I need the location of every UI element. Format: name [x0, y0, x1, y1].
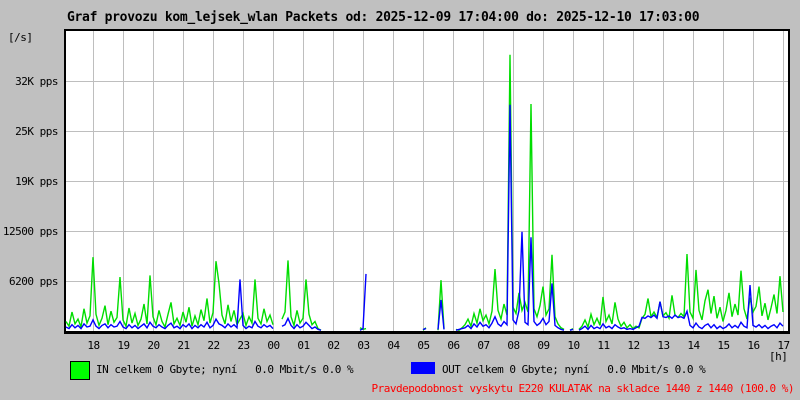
x-axis-unit-label: [h] — [769, 350, 788, 363]
y-axis-tick — [56, 131, 64, 132]
x-axis-label-14: 14 — [687, 339, 700, 352]
x-axis-label-18: 18 — [87, 339, 100, 352]
y-axis-tick — [56, 181, 64, 182]
y-axis-tick — [56, 281, 64, 282]
x-axis-label-10: 10 — [567, 339, 580, 352]
x-axis-label-15: 15 — [717, 339, 730, 352]
x-axis-label-00: 00 — [267, 339, 280, 352]
x-axis-label-01: 01 — [297, 339, 310, 352]
y-axis-label-19K-pps: 19K pps — [15, 174, 58, 188]
x-axis-label-22: 22 — [207, 339, 220, 352]
y-axis-tick — [56, 231, 64, 232]
legend-in-swatch — [70, 361, 90, 380]
x-axis-label-06: 06 — [447, 339, 460, 352]
legend-out-swatch — [411, 362, 435, 374]
traffic-chart-canvas — [65, 31, 788, 331]
x-axis-label-02: 02 — [327, 339, 340, 352]
x-axis-label-12: 12 — [627, 339, 640, 352]
x-axis-label-17: 17 — [777, 339, 790, 352]
legend-out-label: OUT celkem 0 Gbyte; nyní 0.0 Mbit/s 0.0 … — [442, 363, 706, 376]
x-axis-label-08: 08 — [507, 339, 520, 352]
x-axis-label-03: 03 — [357, 339, 370, 352]
x-axis-label-21: 21 — [177, 339, 190, 352]
x-axis-label-16: 16 — [747, 339, 760, 352]
plot-area — [64, 29, 790, 334]
x-axis-label-05: 05 — [417, 339, 430, 352]
x-axis-label-09: 09 — [537, 339, 550, 352]
y-axis-label-12500-pps: 12500 pps — [2, 224, 59, 238]
x-axis-label-19: 19 — [117, 339, 130, 352]
y-axis-label-6200-pps: 6200 pps — [9, 274, 58, 288]
x-axis-label-11: 11 — [597, 339, 610, 352]
x-axis-label-20: 20 — [147, 339, 160, 352]
x-axis-label-23: 23 — [237, 339, 250, 352]
y-axis-label-32K-pps: 32K pps — [15, 74, 58, 88]
y-axis-tick — [56, 81, 64, 82]
series-line-in — [65, 54, 784, 331]
series-line-out — [65, 104, 784, 331]
y-axis-label-25K-pps: 25K pps — [15, 124, 58, 138]
probability-footnote: Pravdepodobnost vyskytu E220 KULATAK na … — [371, 382, 795, 395]
x-axis-label-04: 04 — [387, 339, 400, 352]
y-axis-unit-label: [/s] — [8, 31, 33, 44]
legend-in-label: IN celkem 0 Gbyte; nyní 0.0 Mbit/s 0.0 % — [96, 363, 354, 376]
x-axis-label-13: 13 — [657, 339, 670, 352]
x-axis-label-07: 07 — [477, 339, 490, 352]
page-title: Graf provozu kom_lejsek_wlan Packets od:… — [67, 10, 700, 25]
